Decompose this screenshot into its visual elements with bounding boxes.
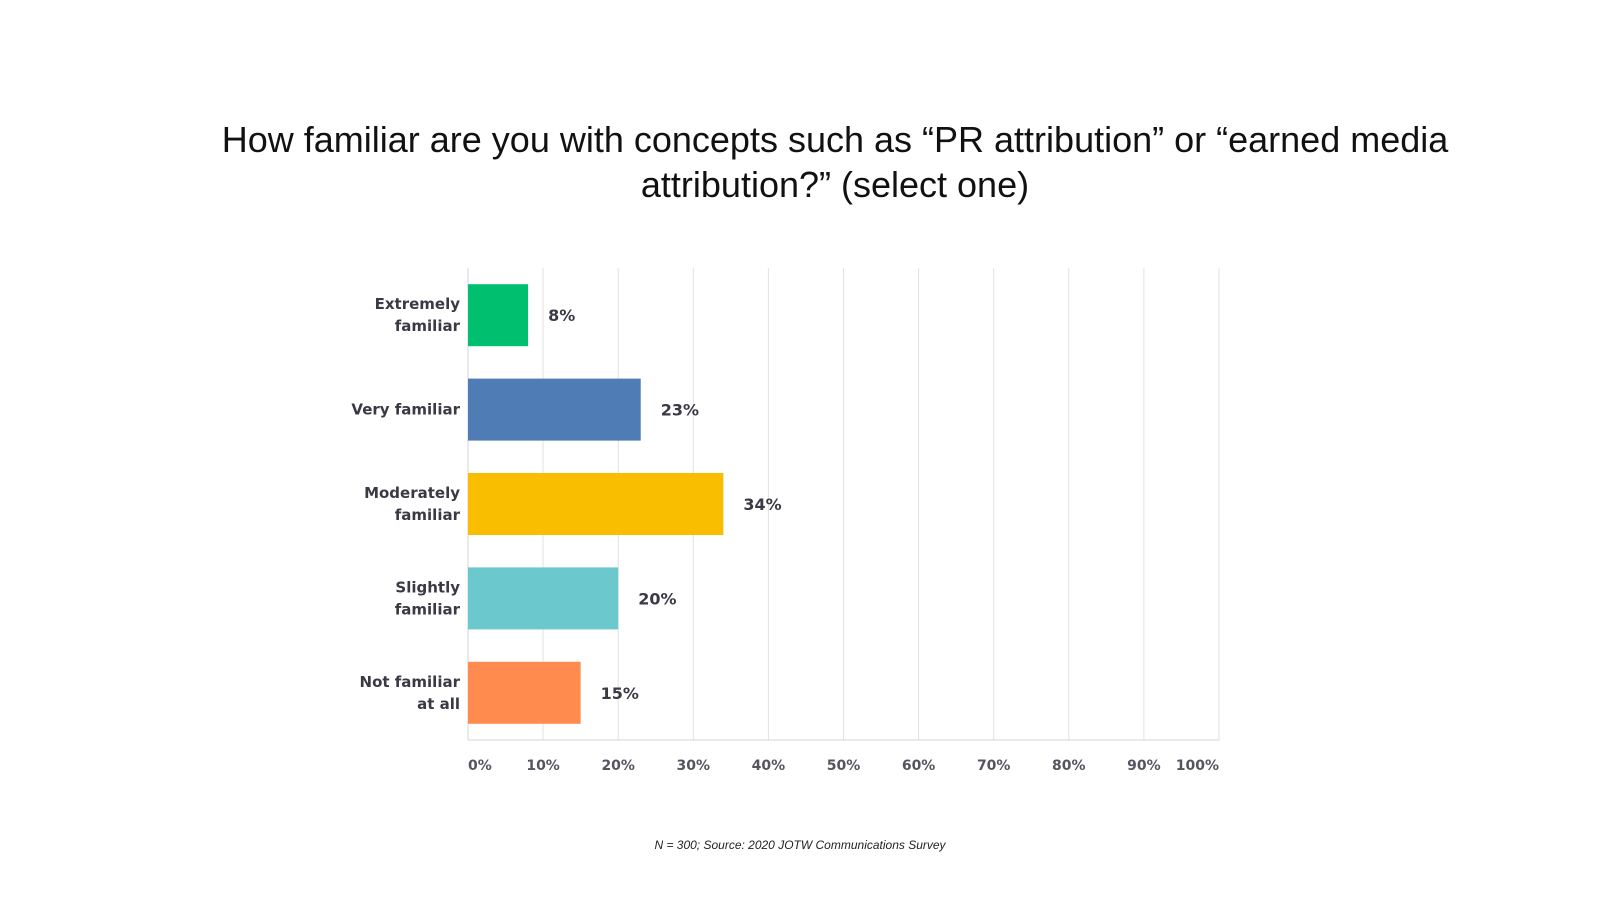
category-label-3: Slightly familiar — [395, 578, 461, 618]
category-label-1: Very familiar — [351, 401, 460, 419]
bar-4 — [468, 661, 581, 724]
category-label-2: Moderately familiar — [364, 484, 461, 524]
category-label-3-line-0: Slightly — [395, 578, 460, 596]
x-tick-label-10: 10% — [526, 758, 560, 774]
x-axis-tick-labels: 0% 10% 20% 30% 40% 50% 60% 70% 80% 90% 100% — [468, 758, 1219, 774]
x-tick-label-100: 100% — [1176, 758, 1219, 774]
chart-title-line-1: How familiar are you with concepts such … — [221, 119, 1449, 160]
value-label-0: 8% — [548, 306, 575, 325]
category-label-4-line-0: Not familiar — [360, 673, 461, 691]
x-tick-label-60: 60% — [902, 758, 936, 774]
category-label-2-line-0: Moderately — [364, 484, 460, 502]
category-label-0: Extremely familiar — [375, 295, 461, 335]
x-tick-label-50: 50% — [827, 758, 861, 774]
category-label-3-line-1: familiar — [395, 600, 461, 618]
x-tick-label-20: 20% — [601, 758, 635, 774]
value-label-3: 20% — [638, 589, 676, 608]
category-label-0-line-1: familiar — [395, 317, 461, 335]
x-tick-label-70: 70% — [977, 758, 1011, 774]
x-tick-label-40: 40% — [752, 758, 786, 774]
chart-title: How familiar are you with concepts such … — [180, 117, 1490, 207]
x-tick-label-90: 90% — [1127, 758, 1161, 774]
category-label-2-line-1: familiar — [395, 506, 461, 524]
value-labels: 8% 23% 34% 20% 15% — [548, 306, 782, 703]
category-labels: Extremely familiar Very familiar Moderately… — [351, 295, 460, 713]
x-tick-label-80: 80% — [1052, 758, 1086, 774]
bar-0 — [468, 284, 529, 347]
value-label-4: 15% — [601, 684, 639, 703]
value-label-2: 34% — [743, 495, 781, 514]
bar-2 — [468, 473, 724, 535]
category-label-0-line-0: Extremely — [375, 295, 461, 313]
source-footnote: N = 300; Source: 2020 JOTW Communication… — [654, 838, 946, 852]
chart-title-line-2: attribution?” (select one) — [640, 164, 1030, 205]
bar-1 — [468, 378, 641, 441]
gridlines — [467, 268, 1220, 741]
category-label-4-line-1: at all — [417, 695, 460, 713]
value-label-1: 23% — [661, 401, 699, 420]
bars — [468, 284, 724, 724]
x-tick-label-0: 0% — [468, 758, 492, 774]
x-tick-label-30: 30% — [677, 758, 711, 774]
category-label-4: Not familiar at all — [360, 673, 461, 713]
bar-3 — [468, 567, 619, 630]
category-label-1-line-0: Very familiar — [351, 401, 460, 419]
